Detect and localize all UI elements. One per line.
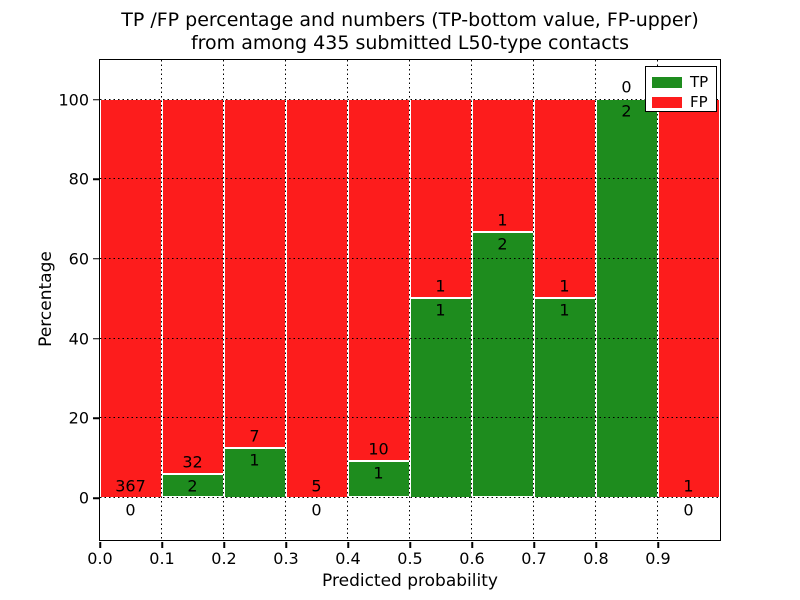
y-tick-label: 80	[68, 169, 89, 189]
bar-segment-fp	[409, 99, 472, 299]
legend: TP FP	[645, 66, 717, 112]
bar-segment-fp	[347, 99, 410, 462]
y-tick-mark	[92, 178, 99, 180]
y-tick-mark	[92, 337, 99, 340]
x-tick-label: 0.7	[521, 549, 547, 568]
legend-swatch-tp	[652, 76, 682, 88]
chart-title-line-2: from among 435 submitted L50-type contac…	[190, 32, 630, 54]
bar-segment-fp	[161, 99, 224, 475]
x-tick-mark	[409, 541, 411, 548]
x-tick-mark	[285, 541, 287, 548]
bar-label-fp-count: 5	[311, 476, 322, 495]
x-tick-label: 0.4	[335, 549, 361, 568]
bar-segment-fp	[533, 99, 596, 299]
x-tick-label: 0.8	[583, 549, 609, 568]
bar-label-fp-count: 1	[683, 476, 694, 495]
gridline-vertical	[533, 59, 534, 540]
gridline-vertical	[223, 59, 224, 540]
bar-segment-tp	[471, 231, 534, 498]
bar-label-tp-count: 1	[249, 450, 260, 470]
bar-segment-tp	[347, 461, 410, 498]
x-tick-mark	[533, 541, 535, 548]
bar-label-fp-count: 10	[368, 439, 389, 459]
chart-title-line-1: TP /FP percentage and numbers (TP-bottom…	[121, 9, 699, 31]
bar-label-tp-count: 1	[373, 463, 384, 483]
gridline-horizontal	[99, 98, 720, 100]
bar-label-tp-count: 0	[311, 500, 322, 519]
bar-label-fp-count: 1	[559, 276, 570, 296]
y-tick-label: 0	[78, 488, 89, 508]
y-tick-label: 60	[68, 249, 89, 269]
gridline-vertical	[595, 59, 596, 540]
bar-label-fp-count: 0	[621, 77, 632, 97]
x-tick-mark	[595, 541, 597, 548]
y-tick-label: 20	[68, 408, 89, 428]
bar-segment-fp	[657, 99, 720, 498]
x-tick-label: 0.2	[211, 549, 237, 568]
x-tick-label: 0.6	[459, 549, 485, 568]
bar-label-tp-count: 1	[435, 300, 446, 320]
x-tick-mark	[657, 541, 659, 548]
gridline-vertical	[161, 59, 162, 540]
y-tick-mark	[92, 497, 99, 499]
gridline-vertical	[347, 59, 348, 540]
gridline-vertical	[657, 59, 658, 540]
x-tick-mark	[223, 541, 225, 548]
x-axis-label: Predicted probability	[322, 571, 498, 591]
gridline-vertical	[285, 59, 286, 540]
bar-segment-fp	[99, 99, 162, 498]
bar-label-tp-count: 2	[187, 476, 198, 496]
gridline-horizontal	[99, 497, 720, 498]
bar-label-tp-count: 0	[683, 500, 694, 519]
gridline-horizontal	[99, 257, 720, 259]
y-tick-label: 100	[58, 90, 89, 109]
bar-label-fp-count: 7	[249, 426, 260, 446]
bar-label-tp-count: 2	[621, 101, 632, 121]
x-tick-mark	[471, 541, 473, 548]
bar-segment-tp	[595, 99, 658, 498]
gridline-vertical	[471, 59, 472, 540]
y-tick-mark	[92, 258, 99, 260]
x-tick-label: 0.9	[645, 549, 671, 568]
bar-label-fp-count: 1	[435, 276, 446, 296]
bar-label-tp-count: 2	[497, 234, 508, 254]
x-tick-label: 0.3	[273, 549, 299, 568]
bar-segment-fp	[223, 99, 286, 448]
x-tick-label: 0.1	[149, 549, 175, 568]
legend-item-tp: TP	[646, 72, 716, 92]
x-tick-mark	[347, 541, 349, 548]
y-tick-label: 40	[68, 329, 89, 349]
bar-label-tp-count: 1	[559, 300, 570, 320]
bar-segment-fp	[285, 99, 348, 498]
x-tick-label: 0.0	[87, 549, 113, 568]
bar-label-fp-count: 1	[497, 210, 508, 230]
bar-label-tp-count: 0	[125, 500, 136, 519]
gridline-horizontal	[99, 178, 720, 180]
y-tick-mark	[92, 417, 99, 420]
x-tick-mark	[99, 541, 101, 548]
y-tick-mark	[92, 98, 99, 101]
x-tick-mark	[161, 541, 163, 548]
plot-area: 367 0 32 2 7 1 5 0 10 1 1 1 1 2 1 1 0 2 1 0	[98, 58, 721, 541]
legend-item-fp: FP	[646, 92, 716, 112]
bar-segment-fp	[471, 99, 534, 232]
legend-label-tp: TP	[690, 72, 709, 91]
x-tick-label: 0.5	[397, 549, 423, 568]
gridline-horizontal	[99, 337, 720, 339]
legend-swatch-fp	[652, 96, 682, 108]
gridline-vertical	[409, 59, 410, 540]
bar-label-fp-count: 32	[182, 452, 203, 472]
bar-segment-tp	[533, 298, 596, 498]
bar-label-fp-count: 367	[115, 476, 146, 495]
bar-segment-tp	[409, 298, 472, 498]
gridline-horizontal	[99, 417, 720, 419]
legend-label-fp: FP	[690, 92, 708, 111]
